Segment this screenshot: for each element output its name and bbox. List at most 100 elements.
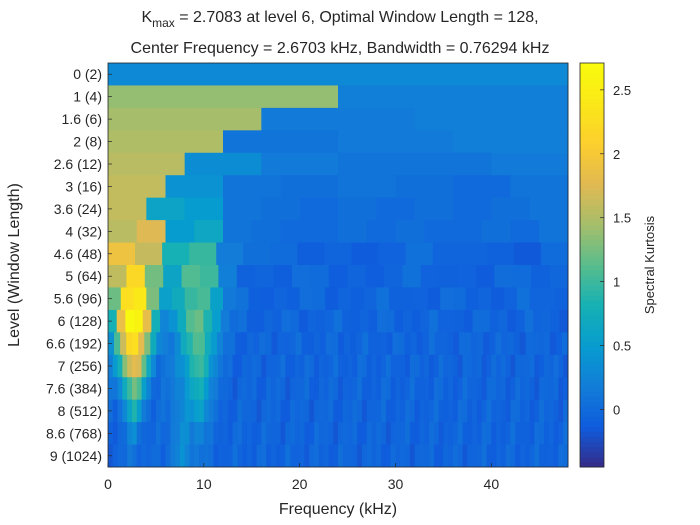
heatmap-cell bbox=[548, 377, 555, 401]
heatmap-cell bbox=[438, 399, 444, 423]
heatmap-cell bbox=[429, 377, 435, 401]
heatmap-cell bbox=[544, 354, 550, 378]
heatmap-cell bbox=[405, 444, 411, 468]
heatmap-cell bbox=[165, 354, 171, 378]
heatmap-cell bbox=[135, 242, 163, 266]
colorbar-segment bbox=[580, 340, 604, 347]
heatmap-cell bbox=[424, 220, 454, 243]
heatmap-cell bbox=[520, 444, 526, 468]
heatmap-cell bbox=[390, 399, 396, 423]
heatmap-cell bbox=[400, 422, 406, 445]
heatmap-cell bbox=[486, 444, 492, 468]
heatmap-cell bbox=[539, 399, 545, 423]
heatmap-cell bbox=[199, 377, 205, 401]
heatmap-cell bbox=[389, 287, 403, 311]
heatmap-cell bbox=[203, 399, 210, 423]
heatmap-cell bbox=[563, 422, 569, 445]
heatmap-cell bbox=[328, 399, 334, 423]
y-tick-label: 3 (16) bbox=[65, 178, 102, 194]
heatmap-cell bbox=[457, 354, 463, 378]
heatmap-cell bbox=[531, 265, 550, 288]
colorbar-segment bbox=[580, 456, 604, 463]
colorbar-segment bbox=[580, 113, 604, 120]
heatmap-cell bbox=[455, 309, 465, 333]
heatmap-cell bbox=[510, 354, 516, 378]
heatmap-cell bbox=[395, 377, 401, 401]
heatmap-cell bbox=[352, 422, 358, 445]
heatmap-cell bbox=[184, 287, 198, 311]
heatmap-cell bbox=[419, 444, 425, 468]
x-axis-label: Frequency (kHz) bbox=[279, 501, 397, 518]
heatmap-cell bbox=[285, 354, 291, 378]
heatmap-cell bbox=[424, 444, 430, 468]
heatmap-cell bbox=[328, 377, 334, 401]
colorbar-segment bbox=[580, 421, 604, 428]
heatmap-cell bbox=[433, 444, 440, 468]
heatmap-cell bbox=[359, 309, 369, 333]
heatmap-cell bbox=[434, 332, 442, 356]
colorbar-segment bbox=[580, 411, 604, 417]
heatmap-cell bbox=[297, 242, 325, 266]
heatmap-cell bbox=[427, 287, 441, 311]
heatmap-cell bbox=[289, 332, 297, 356]
colorbar-segment bbox=[580, 209, 604, 215]
heatmap-cell bbox=[179, 399, 186, 423]
heatmap-cell bbox=[333, 377, 339, 401]
chart-title-line-2: Center Frequency = 2.6703 kHz, Bandwidth… bbox=[131, 40, 550, 57]
heatmap-cell bbox=[465, 287, 479, 311]
heatmap-cell bbox=[510, 220, 540, 243]
heatmap-cell bbox=[151, 399, 157, 423]
colorbar-segment bbox=[580, 93, 604, 99]
y-axis-label: Level (Window Length) bbox=[6, 183, 23, 347]
heatmap-cell bbox=[255, 265, 274, 288]
heatmap-cell bbox=[520, 422, 526, 445]
heatmap-cell bbox=[414, 152, 492, 176]
heatmap-cell bbox=[280, 175, 339, 199]
heatmap-cell bbox=[453, 354, 459, 378]
heatmap-cell bbox=[542, 287, 556, 311]
heatmap-cell bbox=[155, 422, 162, 445]
heatmap-cell bbox=[160, 309, 170, 333]
heatmap-cell bbox=[270, 399, 277, 423]
heatmap-cell bbox=[361, 399, 368, 423]
heatmap-cell bbox=[253, 332, 260, 356]
heatmap-cell bbox=[543, 332, 551, 356]
heatmap-cell bbox=[550, 309, 560, 333]
heatmap-cell bbox=[500, 377, 507, 401]
heatmap-cell bbox=[476, 422, 483, 445]
heatmap-cell bbox=[223, 377, 229, 401]
x-tick-label: 30 bbox=[388, 476, 404, 492]
heatmap-cell bbox=[491, 399, 497, 423]
heatmap-cell bbox=[184, 422, 190, 445]
heatmap-cell bbox=[347, 265, 366, 288]
heatmap-cell bbox=[419, 354, 425, 378]
heatmap-cell bbox=[122, 377, 128, 401]
heatmap-cell bbox=[400, 377, 406, 401]
heatmap-cell bbox=[165, 444, 171, 468]
heatmap-cell bbox=[539, 354, 545, 378]
heatmap-cell bbox=[261, 422, 267, 445]
heatmap-cell bbox=[440, 332, 448, 356]
heatmap-cell bbox=[376, 354, 382, 378]
heatmap-cell bbox=[342, 354, 348, 378]
heatmap-cell bbox=[323, 377, 329, 401]
colorbar-segment bbox=[580, 98, 604, 104]
heatmap-cell bbox=[175, 354, 181, 378]
heatmap-cell bbox=[251, 399, 257, 423]
heatmap-cell bbox=[248, 287, 262, 311]
heatmap-cell bbox=[529, 422, 535, 445]
colorbar-segment bbox=[580, 345, 604, 352]
heatmap-cell bbox=[453, 287, 467, 311]
heatmap-cell bbox=[378, 242, 407, 266]
heatmap-cell bbox=[505, 377, 511, 401]
heatmap-cell bbox=[338, 287, 352, 311]
heatmap-cell bbox=[218, 265, 238, 288]
heatmap-cell bbox=[208, 354, 214, 378]
heatmap-cell bbox=[242, 422, 248, 445]
heatmap-cell bbox=[463, 309, 473, 333]
heatmap-cell bbox=[448, 399, 454, 423]
heatmap-cell bbox=[275, 377, 281, 401]
heatmap-cell bbox=[309, 399, 315, 423]
heatmap-cell bbox=[486, 422, 492, 445]
